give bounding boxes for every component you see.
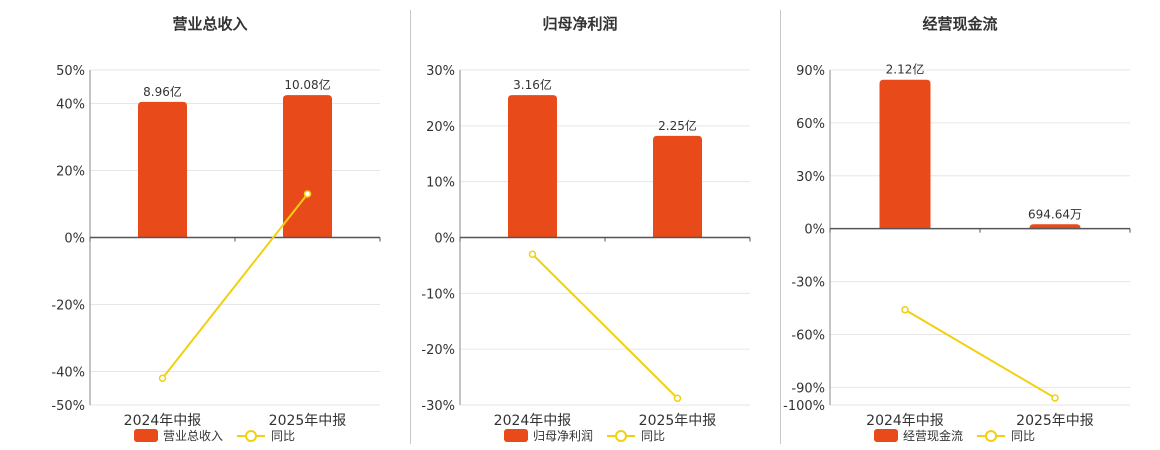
yoy-point <box>528 250 537 258</box>
bar-value-label: 2.12亿 <box>886 62 925 77</box>
y-tick-label: -30% <box>421 399 455 414</box>
bar <box>283 95 332 238</box>
bar-value-label: 694.64万 <box>1028 207 1082 221</box>
bar <box>653 135 702 238</box>
y-tick-label: -90% <box>791 381 825 396</box>
legend-label-bar: 营业总收入 <box>163 429 223 443</box>
chart-panel-3: 经营现金流 -100% -90% -60% -30% 0% 30% 60% 90% 2.12亿 69… <box>783 15 1131 443</box>
yoy-point <box>158 374 167 382</box>
legend-swatch-bar <box>134 429 158 442</box>
yoy-point <box>673 394 682 403</box>
legend-label-line: 同比 <box>271 429 295 443</box>
y-tick-label: 0% <box>64 232 85 247</box>
chart-title: 归母净利润 <box>542 15 617 33</box>
y-tick-label: 40% <box>56 98 85 113</box>
bar <box>508 95 557 238</box>
chart-panel-1: 营业总收入 -50% -40% -20% 0% 20% 40% 50% 8.96亿 10.08亿 2… <box>51 15 381 443</box>
yoy-line <box>904 308 1056 399</box>
y-tick-label: 0% <box>804 223 825 238</box>
y-tick-label: -40% <box>51 366 85 381</box>
bar <box>138 101 187 238</box>
x-tick-label: 2024年中报 <box>866 413 944 429</box>
panel-divider <box>410 10 411 444</box>
legend-swatch-point <box>245 430 257 442</box>
x-tick-label: 2025年中报 <box>639 413 717 429</box>
y-tick-label: -20% <box>51 299 85 314</box>
yoy-point <box>1051 394 1059 402</box>
bar-value-label: 3.16亿 <box>513 77 552 92</box>
x-tick-label: 2025年中报 <box>269 413 347 429</box>
x-tick-label: 2024年中报 <box>124 413 202 429</box>
bar-value-label: 2.25亿 <box>658 118 697 133</box>
bar <box>879 79 931 229</box>
x-tick-label: 2024年中报 <box>494 413 572 429</box>
bar-value-label: 8.96亿 <box>143 84 182 99</box>
legend-swatch-bar <box>874 429 898 442</box>
yoy-line <box>161 193 309 379</box>
y-tick-label: -50% <box>51 399 85 414</box>
y-tick-label: 20% <box>56 165 85 180</box>
y-tick-label: 10% <box>426 176 455 191</box>
y-tick-label: -100% <box>783 399 825 414</box>
bar <box>1029 224 1081 229</box>
x-tick-label: 2025年中报 <box>1016 413 1094 429</box>
legend-label-bar: 经营现金流 <box>903 428 963 443</box>
y-tick-label: 50% <box>56 64 85 79</box>
legend-label-bar: 归母净利润 <box>533 429 593 443</box>
chart-title: 经营现金流 <box>922 15 997 33</box>
bar-value-label: 10.08亿 <box>284 77 330 92</box>
yoy-point <box>303 190 312 198</box>
y-tick-label: 90% <box>796 64 825 79</box>
y-tick-label: 20% <box>426 120 455 135</box>
chart-title: 营业总收入 <box>172 15 247 33</box>
y-tick-label: -60% <box>791 328 825 343</box>
panel-divider <box>780 10 781 444</box>
y-tick-label: -10% <box>421 287 455 302</box>
yoy-point <box>901 306 909 314</box>
chart-panel-2: 归母净利润 -30% -20% -10% 0% 10% 20% 30% 3.16亿 2.25亿 20… <box>421 15 751 443</box>
legend-label-line: 同比 <box>1011 429 1035 443</box>
y-tick-label: 30% <box>426 64 455 79</box>
y-tick-label: 30% <box>796 170 825 185</box>
legend-swatch-bar <box>504 429 528 442</box>
y-tick-label: -20% <box>421 343 455 358</box>
y-tick-label: -30% <box>791 276 825 291</box>
y-tick-label: 0% <box>434 232 455 247</box>
yoy-line <box>531 253 679 400</box>
legend-label-line: 同比 <box>641 429 665 443</box>
y-tick-label: 60% <box>796 117 825 132</box>
legend-swatch-point <box>985 430 997 442</box>
legend-swatch-point <box>615 430 627 442</box>
